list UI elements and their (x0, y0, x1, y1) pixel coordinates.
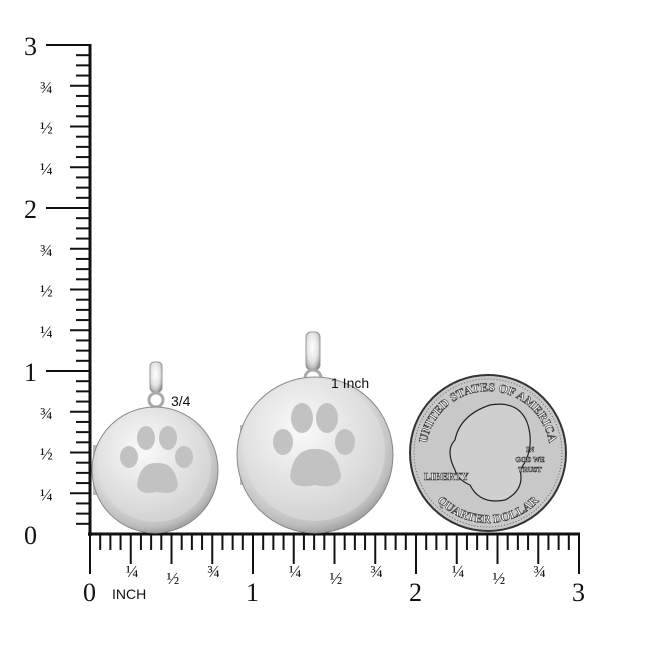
large-paw-locket (236, 331, 394, 534)
bail-icon (149, 361, 163, 393)
h-fraction-label: ¼ (289, 562, 302, 581)
h-fraction-label: ½ (493, 569, 506, 588)
v-label-0: 0 (24, 521, 37, 550)
v-fraction-label: ¾ (40, 241, 53, 260)
paw-print-icon (120, 426, 193, 494)
v-fraction-label: ¼ (40, 322, 53, 341)
v-fraction-label: ½ (40, 445, 53, 464)
h-label-3: 3 (572, 578, 585, 607)
h-fraction-label: ¼ (126, 562, 139, 581)
v-label-1: 1 (24, 358, 37, 387)
paw-print-icon (273, 403, 355, 487)
large-locket-size-label: 1 Inch (331, 375, 369, 391)
bail-icon (305, 331, 321, 371)
v-fraction-label: ¼ (40, 485, 53, 504)
h-fraction-label: ¾ (207, 562, 220, 581)
v-fraction-label: ½ (40, 119, 53, 138)
h-fraction-label: ½ (167, 569, 180, 588)
coin-motto-line: IN (526, 446, 534, 454)
v-fraction-label: ¼ (40, 159, 53, 178)
h-fraction-label: ¾ (370, 562, 383, 581)
h-fraction-label: ½ (330, 569, 343, 588)
h-label-0: 0 (83, 578, 96, 607)
v-fraction-label: ¾ (40, 404, 53, 423)
v-fraction-label: ¾ (40, 78, 53, 97)
coin-motto-line: GOD WE (515, 456, 545, 464)
coin-liberty-text: LIBERTY (424, 472, 469, 483)
h-label-2: 2 (409, 578, 422, 607)
v-label-2: 2 (24, 195, 37, 224)
small-locket-size-label: 3/4 (171, 393, 191, 409)
washington-portrait (449, 403, 531, 502)
h-fraction-label: ¼ (452, 562, 465, 581)
unit-label: INCH (112, 586, 146, 602)
small-paw-locket (91, 361, 219, 534)
v-fraction-label: ½ (40, 282, 53, 301)
ruler-ticks (46, 44, 580, 574)
v-label-3: 3 (24, 32, 37, 61)
coin-motto-line: TRUST (518, 466, 542, 474)
h-fraction-label: ¾ (533, 562, 546, 581)
quarter-dollar-coin: UNITED STATES OF AMERICA QUARTER DOLLAR … (409, 374, 567, 532)
h-label-1: 1 (246, 578, 259, 607)
